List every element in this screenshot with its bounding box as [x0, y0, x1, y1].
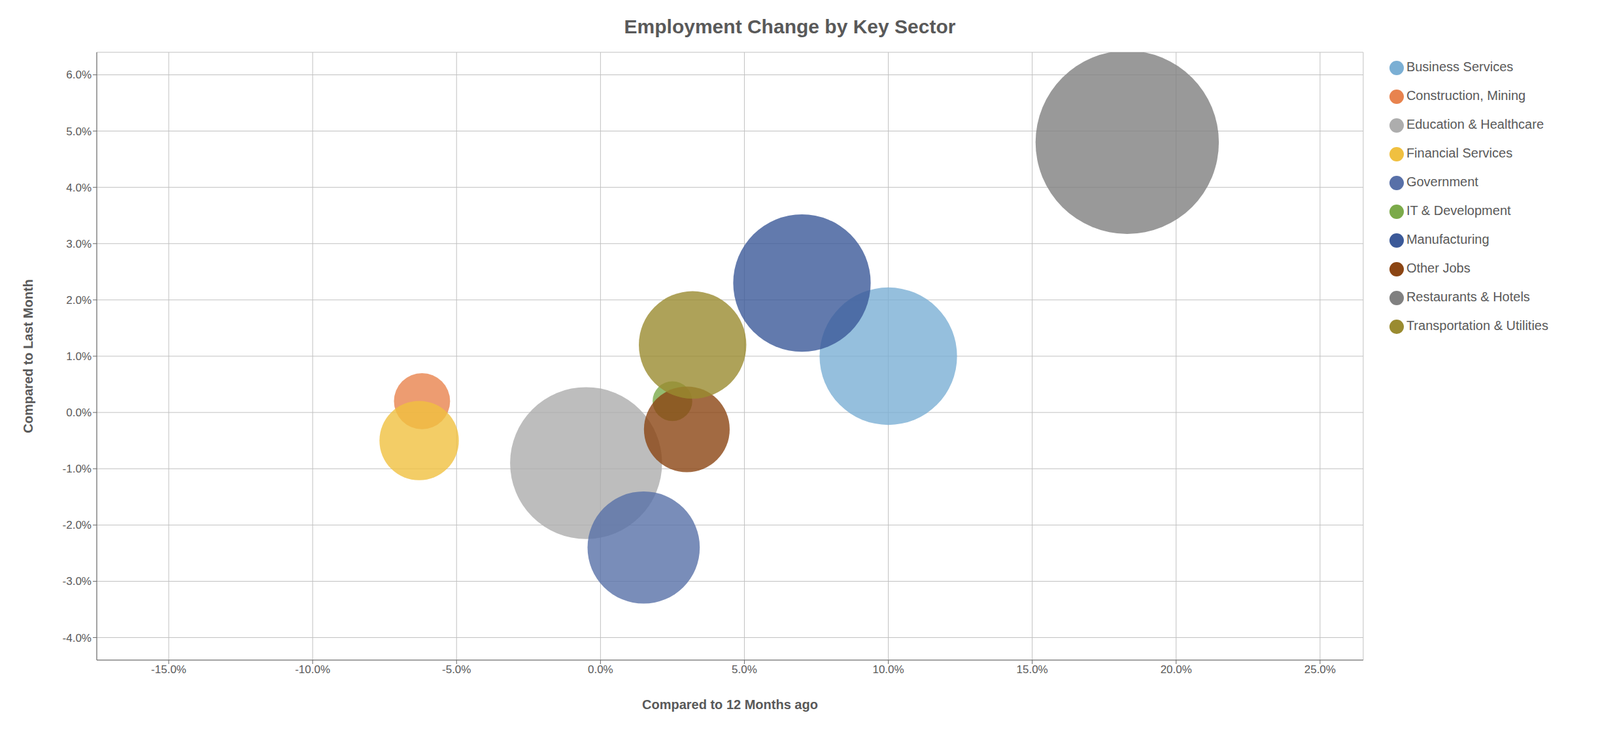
svg-text:25.0%: 25.0% [1304, 663, 1336, 677]
html-text:Manufacturing: Manufacturing [1406, 232, 1490, 247]
html-text:Other Jobs: Other Jobs [1406, 260, 1471, 276]
svg-text:-1.0%: -1.0% [62, 462, 92, 476]
html-text:Restaurants & Hotels: Restaurants & Hotels [1406, 289, 1530, 305]
svg-text:-10.0%: -10.0% [294, 663, 331, 677]
html-text:Transportation & Utilities: Transportation & Utilities [1406, 318, 1549, 333]
svg-text:10.0%: 10.0% [872, 663, 904, 677]
svg-text:0.0%: 0.0% [66, 406, 92, 420]
html-text:Education & Healthcare: Education & Healthcare [1406, 117, 1544, 132]
html-text:Business Services: Business Services [1406, 59, 1514, 74]
html-text:Financial Services: Financial Services [1406, 145, 1513, 161]
svg-text:5.0%: 5.0% [66, 125, 92, 138]
svg-text:-4.0%: -4.0% [62, 632, 92, 645]
svg-text:Compared to Last Month: Compared to Last Month [20, 279, 36, 434]
svg-text:5.0%: 5.0% [731, 663, 758, 677]
html-text:IT & Development: IT & Development [1406, 203, 1511, 218]
svg-text:15.0%: 15.0% [1016, 663, 1049, 677]
svg-text:-2.0%: -2.0% [62, 519, 92, 532]
svg-text:3.0%: 3.0% [66, 238, 92, 251]
html-text:Construction, Mining: Construction, Mining [1406, 88, 1526, 103]
html-text:Government: Government [1406, 174, 1479, 189]
svg-text:20.0%: 20.0% [1160, 663, 1192, 677]
svg-text:6.0%: 6.0% [66, 68, 92, 82]
svg-text:-15.0%: -15.0% [151, 663, 187, 677]
svg-text:4.0%: 4.0% [66, 181, 92, 195]
svg-text:0.0%: 0.0% [587, 663, 614, 677]
svg-text:-5.0%: -5.0% [442, 663, 471, 677]
svg-text:-3.0%: -3.0% [62, 575, 92, 588]
svg-text:2.0%: 2.0% [66, 294, 92, 307]
svg-text:1.0%: 1.0% [66, 350, 92, 363]
html-text:Employment Change by Key Secto: Employment Change by Key Sector [624, 15, 956, 38]
svg-text:Compared to 12 Months ago: Compared to 12 Months ago [642, 697, 818, 713]
